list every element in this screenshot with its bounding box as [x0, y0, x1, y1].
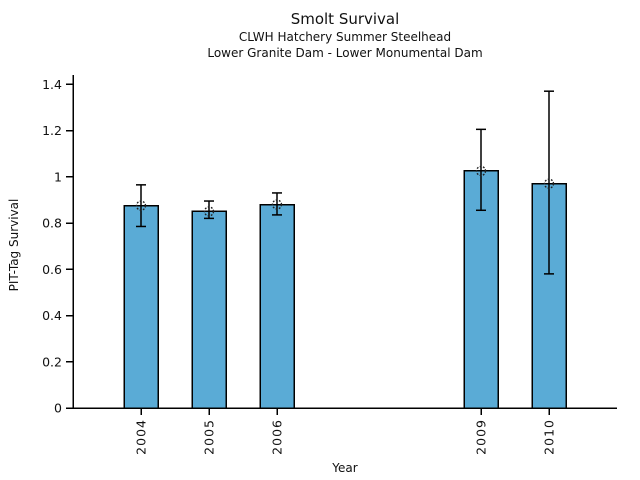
- x-tick-label: 2004: [134, 419, 149, 455]
- y-tick-label: 1: [54, 169, 62, 184]
- bar: [123, 204, 159, 409]
- data-point-marker: [543, 178, 555, 189]
- x-tick-label: 2010: [542, 419, 557, 455]
- y-tick-label: 0.6: [42, 262, 62, 277]
- x-tick-label: 2006: [270, 419, 285, 455]
- y-tick-label: 1.2: [42, 123, 62, 138]
- data-point-marker: [203, 206, 215, 217]
- bar: [191, 210, 227, 409]
- x-axis-label: Year: [332, 461, 358, 475]
- y-tick-label: 0: [54, 401, 62, 416]
- data-point-marker: [271, 199, 283, 210]
- chart-subtitle-line1: CLWH Hatchery Summer Steelhead: [238, 30, 452, 44]
- data-point-marker: [475, 165, 487, 177]
- chart-title: Smolt Survival: [290, 10, 400, 28]
- chart-subtitle-line2: Lower Granite Dam - Lower Monumental Dam: [207, 46, 483, 60]
- y-tick-label: 1.4: [42, 77, 62, 92]
- x-tick-label: 2009: [474, 419, 489, 455]
- data-point-marker: [135, 200, 147, 211]
- y-tick-label: 0.8: [42, 216, 62, 231]
- bar: [259, 203, 295, 409]
- x-tick-label: 2005: [202, 419, 217, 455]
- y-tick-label: 0.4: [42, 308, 62, 323]
- y-tick-label: 0.2: [42, 354, 62, 369]
